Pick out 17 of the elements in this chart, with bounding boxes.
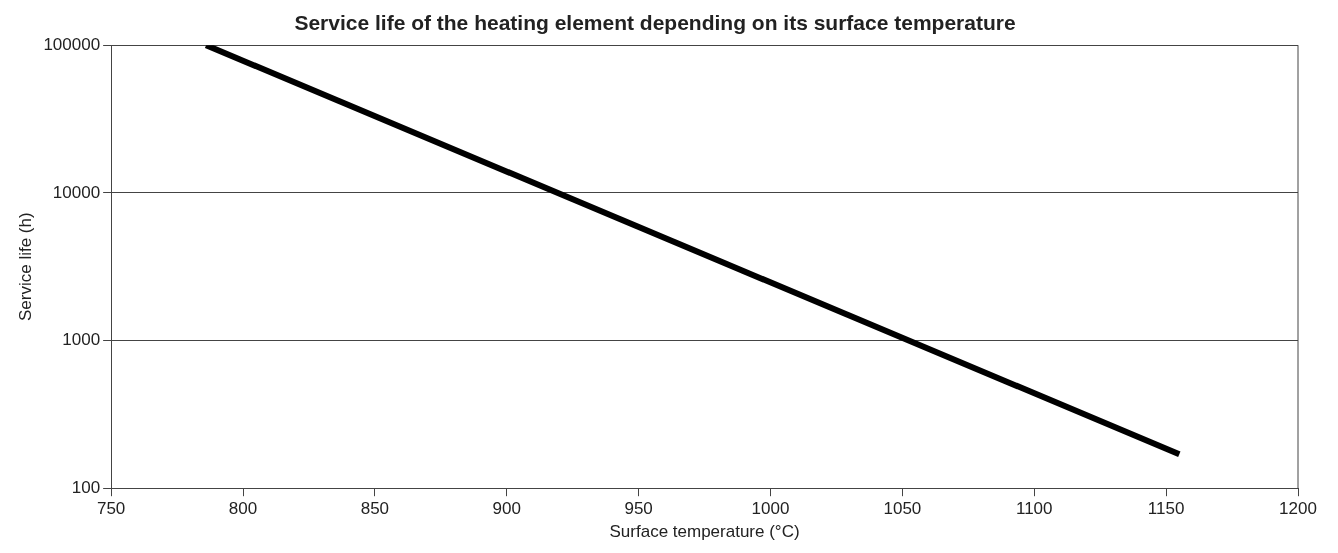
y-tick-label: 100000 [43,34,101,54]
x-tick-label: 1100 [1015,499,1053,519]
x-tick-label: 750 [96,499,126,519]
y-axis-title: Service life (h) [15,212,35,322]
x-tick-label: 1150 [1147,499,1185,519]
chart-title: Service life of the heating element depending on its surface temperature [294,11,1016,35]
x-axis-title: Surface temperature (°C) [609,522,800,542]
x-tick-label: 950 [624,499,653,519]
x-tick-label: 1050 [883,499,922,519]
x-tick-label: 1200 [1279,499,1317,519]
x-tick-label: 900 [492,499,521,519]
x-tick-label: 1000 [751,499,790,519]
x-tick-label: 800 [228,499,258,519]
y-tick-label: 10000 [52,182,101,202]
x-tick-label: 850 [360,499,390,519]
y-tick-label: 100 [71,477,101,497]
y-tick-label: 1000 [62,330,101,350]
